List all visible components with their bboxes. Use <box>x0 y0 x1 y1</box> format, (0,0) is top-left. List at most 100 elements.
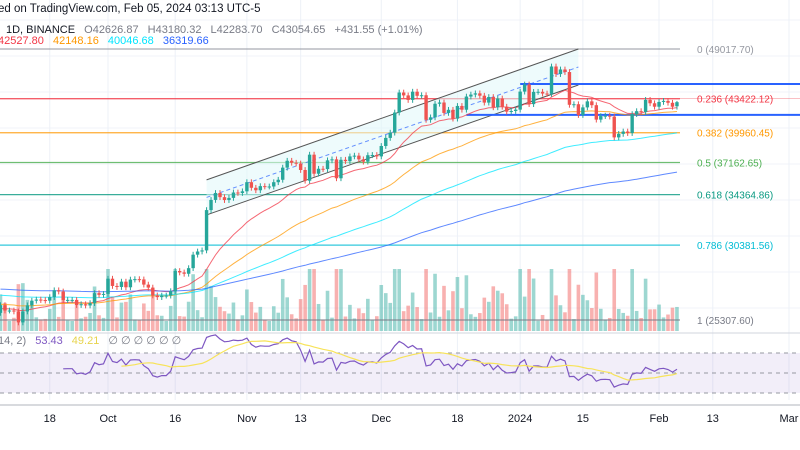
volume-bar <box>473 316 478 331</box>
volume-bar <box>661 317 666 331</box>
volume-bar <box>666 314 670 331</box>
volume-bar <box>325 290 330 331</box>
candle-body <box>52 290 56 298</box>
volume-bar <box>92 286 97 331</box>
volume-bar <box>415 307 419 331</box>
candle-body <box>182 272 186 274</box>
candle-body <box>65 299 70 301</box>
candle-body <box>25 305 30 312</box>
fib-level-label: 0 (49017.70) <box>697 45 754 56</box>
volume-bar <box>30 304 34 331</box>
candle-body <box>634 111 639 115</box>
candle-body <box>7 310 12 312</box>
candle <box>536 88 540 95</box>
volume-bar <box>366 298 370 331</box>
candle <box>124 278 128 291</box>
candle <box>330 156 334 164</box>
volume-bar <box>146 310 151 331</box>
candle <box>61 288 65 303</box>
candle-body <box>249 182 254 188</box>
candle-body <box>48 297 52 301</box>
candle <box>254 184 258 194</box>
candle <box>634 108 639 117</box>
candle-body <box>169 291 173 296</box>
candle-body <box>267 186 271 188</box>
candle-body <box>281 167 285 180</box>
candle <box>218 190 222 201</box>
published-caption: ed on TradingView.com, Feb 05, 2024 03:1… <box>0 3 261 15</box>
candle-body <box>401 92 406 96</box>
candle <box>74 297 79 308</box>
candle <box>39 296 43 303</box>
candle-body <box>648 99 652 104</box>
volume-bar <box>119 302 124 331</box>
volume-bar <box>97 315 101 331</box>
candle <box>307 151 312 184</box>
volume-bar <box>348 304 352 331</box>
volume-bar <box>164 321 169 331</box>
volume-bar <box>639 318 643 331</box>
candle <box>666 98 670 106</box>
candle <box>57 287 61 295</box>
volume-bar <box>21 283 25 331</box>
candle <box>106 275 110 297</box>
candle-body <box>61 291 65 301</box>
fib-level-label: 0.382 (39960.45) <box>697 129 773 140</box>
volume-bar <box>240 315 245 331</box>
candle <box>433 100 437 121</box>
volume-bar <box>280 278 285 331</box>
candle-body <box>142 279 146 285</box>
candle-body <box>106 278 110 294</box>
x-tick-label: Nov <box>237 413 257 425</box>
candle <box>263 183 267 190</box>
volume-bar <box>612 269 617 331</box>
fib-level-label: 0.786 (30381.56) <box>697 241 773 252</box>
candle-body <box>576 104 581 115</box>
candle <box>482 92 487 106</box>
candle <box>348 153 352 164</box>
candle <box>97 290 101 298</box>
candle <box>522 81 527 95</box>
change-value: +431.55 (+1.01%) <box>334 24 423 36</box>
candle <box>608 112 612 120</box>
candle <box>527 81 531 108</box>
candle <box>410 88 415 103</box>
candle-body <box>200 250 204 252</box>
candle-body <box>3 305 7 311</box>
candle-body <box>258 186 263 191</box>
candle-body <box>186 268 191 274</box>
rsi-params: 14, 2) <box>0 335 27 347</box>
volume-bar <box>101 317 106 331</box>
ma-200-line <box>0 171 678 293</box>
volume-bar <box>375 316 379 331</box>
volume-bar <box>74 303 79 331</box>
volume-bar <box>177 316 182 331</box>
candle <box>294 159 298 167</box>
volume-bar <box>159 315 164 331</box>
candle-body <box>603 115 607 117</box>
candle <box>625 128 630 136</box>
candle-body <box>16 311 21 323</box>
rsi-ma-value: 49.21 <box>71 335 100 347</box>
volume-bar <box>133 319 137 331</box>
candle <box>509 108 513 115</box>
candle <box>12 307 16 315</box>
candle-body <box>191 254 195 269</box>
candle <box>65 297 70 303</box>
candle <box>177 268 182 276</box>
volume-bar <box>186 301 191 331</box>
fib-level-label: 1 (25307.60) <box>697 316 754 327</box>
candle-body <box>388 132 392 138</box>
candle <box>195 248 200 258</box>
candle <box>554 63 558 77</box>
volume-bar <box>128 294 133 331</box>
candle <box>572 101 576 108</box>
candle-body <box>272 182 276 187</box>
candle-body <box>522 84 527 92</box>
candle <box>16 308 21 326</box>
candle-body <box>222 197 227 201</box>
candle <box>505 103 509 115</box>
volume-bar <box>227 313 231 331</box>
volume-bar <box>168 305 173 331</box>
